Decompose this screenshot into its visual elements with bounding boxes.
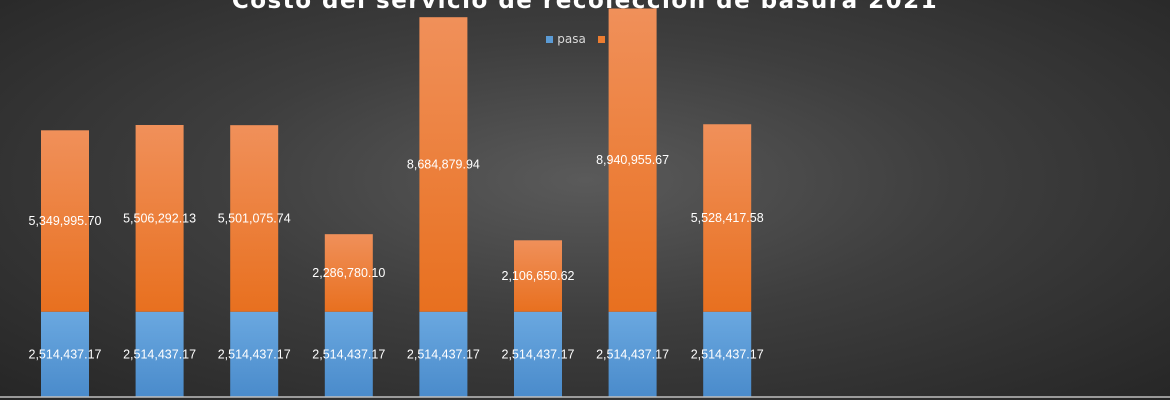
data-label-op-8: 5,528,417.58 [691, 211, 764, 225]
legend-swatch-pasa [546, 35, 554, 43]
data-label-pasa-4: 2,514,437.17 [312, 347, 385, 361]
data-label-op-5: 8,684,879.94 [407, 157, 480, 171]
data-label-pasa-1: 2,514,437.17 [29, 347, 102, 361]
bar-pasa-7 [608, 311, 657, 397]
data-label-op-6: 2,106,650.62 [502, 269, 575, 283]
bar-op-6 [514, 240, 562, 312]
bar-pasa-1 [41, 311, 89, 397]
bar-op-5 [419, 17, 468, 312]
data-label-pasa-7: 2,514,437.17 [596, 347, 669, 361]
bar-pasa-8 [703, 311, 752, 397]
bar-op-2 [135, 124, 184, 312]
data-label-pasa-3: 2,514,437.17 [218, 347, 291, 361]
chart-title: Costo del servicio de recolección de bas… [231, 0, 939, 14]
bar-op-7 [608, 8, 657, 312]
bar-pasa-2 [135, 311, 184, 397]
data-label-op-7: 8,940,955.67 [596, 153, 669, 167]
bar-op-1 [41, 130, 89, 312]
data-label-op-4: 2,286,780.10 [312, 266, 385, 280]
bar-pasa-3 [230, 311, 279, 397]
bar-pasa-5 [419, 311, 468, 397]
legend-swatch-op [597, 35, 605, 43]
data-label-op-3: 5,501,075.74 [218, 211, 291, 225]
data-label-op-1: 5,349,995.70 [29, 214, 102, 228]
legend-item-pasa: pasa [546, 32, 586, 46]
data-label-op-2: 5,506,292.13 [123, 211, 196, 225]
bar-op-4 [324, 234, 373, 312]
bar-op-8 [703, 124, 752, 312]
data-label-pasa-8: 2,514,437.17 [691, 347, 764, 361]
bar-op-3 [230, 125, 279, 312]
data-label-pasa-6: 2,514,437.17 [502, 347, 575, 361]
data-label-pasa-2: 2,514,437.17 [123, 347, 196, 361]
bar-pasa-6 [514, 311, 562, 397]
legend-label-pasa: pasa [557, 32, 586, 46]
data-label-pasa-5: 2,514,437.17 [407, 347, 480, 361]
bar-pasa-4 [324, 311, 373, 397]
